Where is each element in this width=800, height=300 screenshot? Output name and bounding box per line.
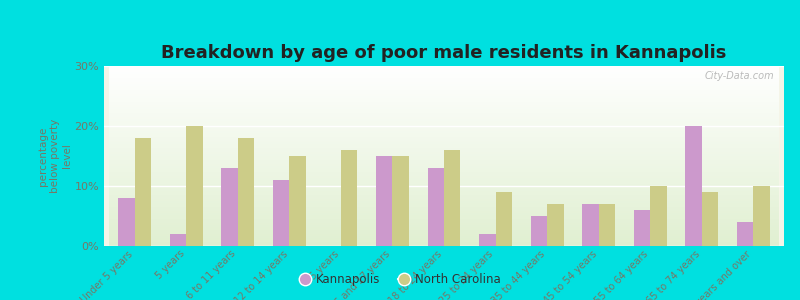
Bar xyxy=(685,126,702,246)
Bar xyxy=(598,204,615,246)
Bar xyxy=(530,216,547,246)
Bar xyxy=(273,180,290,246)
Bar xyxy=(737,222,753,246)
Bar xyxy=(376,156,393,246)
Bar xyxy=(444,150,461,246)
Bar xyxy=(238,138,254,246)
Bar xyxy=(702,192,718,246)
Bar xyxy=(290,156,306,246)
Bar xyxy=(341,150,358,246)
Legend: Kannapolis, North Carolina: Kannapolis, North Carolina xyxy=(295,269,505,291)
Bar xyxy=(634,210,650,246)
Bar xyxy=(186,126,203,246)
Bar xyxy=(582,204,598,246)
Bar xyxy=(495,192,512,246)
Bar xyxy=(479,234,495,246)
Bar xyxy=(170,234,186,246)
Bar xyxy=(393,156,409,246)
Bar xyxy=(650,186,666,246)
Bar xyxy=(753,186,770,246)
Y-axis label: percentage
below poverty
level: percentage below poverty level xyxy=(38,119,72,193)
Bar xyxy=(427,168,444,246)
Text: City-Data.com: City-Data.com xyxy=(704,71,774,81)
Bar xyxy=(118,198,135,246)
Bar xyxy=(547,204,563,246)
Title: Breakdown by age of poor male residents in Kannapolis: Breakdown by age of poor male residents … xyxy=(162,44,726,62)
Bar xyxy=(222,168,238,246)
Bar xyxy=(135,138,151,246)
